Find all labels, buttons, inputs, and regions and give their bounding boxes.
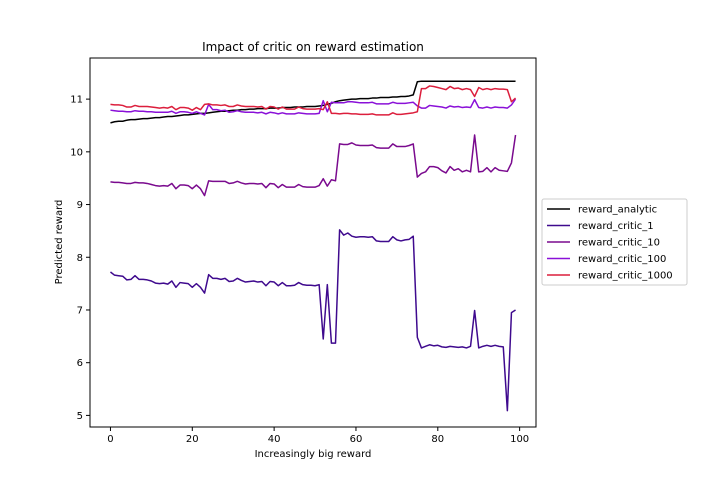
plot-lines (110, 80, 517, 412)
series-line-reward-critic-1000 (110, 85, 517, 116)
x-tick-label: 60 (350, 434, 363, 445)
y-axis: 5 6 7 8 9 10 11 (70, 95, 90, 422)
y-axis-label: Predicted reward (54, 200, 65, 285)
y-tick-label: 6 (77, 358, 83, 369)
legend-label: reward_critic_1 (578, 221, 654, 232)
legend: reward_analytic reward_critic_1 reward_cri… (541, 198, 688, 286)
y-tick-label: 8 (77, 253, 83, 264)
legend-label: reward_critic_10 (578, 238, 660, 249)
x-axis-label: Increasingly big reward (255, 449, 372, 460)
series-line-reward-critic-1 (110, 229, 516, 412)
y-tick-label: 11 (70, 95, 83, 106)
x-tick-label: 100 (510, 434, 529, 445)
chart-title: Impact of critic on reward estimation (202, 40, 424, 54)
x-tick-label: 40 (268, 434, 281, 445)
plot-frame (89, 57, 537, 428)
y-tick-label: 5 (77, 411, 83, 422)
legend-label: reward_critic_1000 (578, 271, 673, 282)
y-tick-label: 10 (70, 147, 83, 158)
series-line-reward-critic-100 (110, 98, 517, 116)
y-tick-label: 7 (77, 305, 83, 316)
x-tick-label: 0 (107, 434, 113, 445)
x-axis: 0 20 40 60 80 100 (107, 427, 529, 445)
series-line-reward-analytic (110, 80, 516, 124)
legend-label: reward_analytic (578, 205, 657, 216)
y-tick-label: 9 (77, 200, 83, 211)
legend-label: reward_critic_100 (578, 254, 666, 265)
legend-box (541, 198, 688, 286)
x-tick-label: 20 (186, 434, 199, 445)
series-line-reward-critic-10 (110, 134, 517, 197)
x-tick-label: 80 (431, 434, 444, 445)
